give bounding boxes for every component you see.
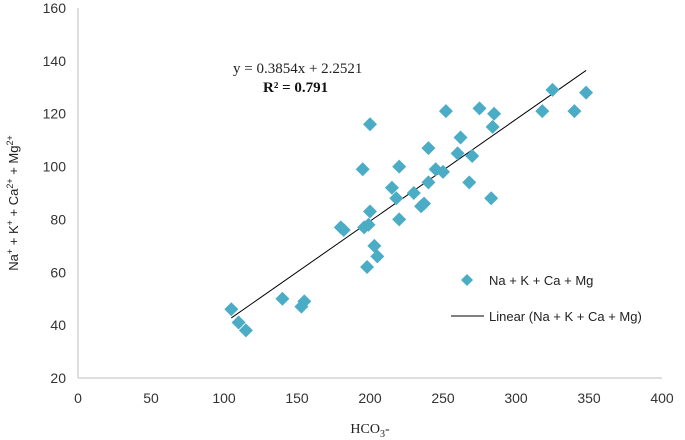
- data-point: [367, 238, 382, 253]
- x-axis-title: HCO3-: [350, 422, 390, 440]
- data-point: [484, 191, 499, 206]
- axes: [77, 8, 662, 379]
- data-point: [567, 104, 582, 119]
- x-tick-labels: 0 50 100 150 200 250 300 350 400: [74, 390, 674, 406]
- y-tick-labels: 20 40 60 80 100 120 140 160: [43, 0, 67, 386]
- data-point: [361, 217, 376, 232]
- x-tick-label: 0: [74, 390, 82, 406]
- data-point: [392, 212, 407, 227]
- x-tick-label: 150: [285, 390, 309, 406]
- y-tick-label: 60: [50, 264, 66, 280]
- data-point: [438, 104, 453, 119]
- data-point: [238, 323, 253, 338]
- data-point: [535, 104, 550, 119]
- data-point: [579, 85, 594, 100]
- data-point: [485, 119, 500, 134]
- x-tick-label: 250: [431, 390, 455, 406]
- y-axis-title: Na+ + K+ + Ca2+ + Mg2+: [5, 135, 21, 271]
- data-point: [487, 106, 502, 121]
- y-tick-label: 20: [50, 370, 66, 386]
- data-point: [297, 294, 312, 309]
- data-point: [453, 130, 468, 145]
- data-point: [406, 186, 421, 200]
- x-tick-label: 300: [504, 390, 528, 406]
- legend-label-series: Na + K + Ca + Mg: [489, 273, 593, 288]
- data-point: [336, 223, 351, 237]
- x-tick-label: 200: [358, 390, 382, 406]
- data-point: [360, 260, 375, 274]
- x-tick-label: 50: [143, 390, 159, 406]
- data-point: [472, 101, 487, 116]
- data-point: [231, 315, 246, 330]
- data-point: [363, 117, 377, 132]
- data-point: [224, 302, 239, 317]
- legend-label-trendline: Linear (Na + K + Ca + Mg): [489, 309, 642, 324]
- legend: Na + K + Ca + Mg Linear (Na + K + Ca + M…: [451, 273, 642, 324]
- y-tick-label: 160: [43, 0, 67, 16]
- data-point: [545, 82, 560, 97]
- data-point: [462, 175, 477, 190]
- y-tick-label: 80: [50, 211, 66, 227]
- data-point: [392, 159, 407, 174]
- y-tick-label: 120: [43, 106, 67, 122]
- x-tick-label: 400: [650, 390, 674, 406]
- data-point: [389, 191, 404, 206]
- x-tick-label: 100: [212, 390, 236, 406]
- y-tick-label: 40: [50, 317, 66, 333]
- data-points: [224, 82, 594, 338]
- data-point: [421, 175, 436, 190]
- data-point: [355, 162, 370, 177]
- trendline-equation: y = 0.3854x + 2.2521: [233, 61, 362, 77]
- legend-diamond-marker: [461, 274, 473, 286]
- data-point: [465, 149, 480, 163]
- y-tick-label: 140: [43, 53, 67, 69]
- data-point: [421, 141, 436, 156]
- data-point: [363, 204, 377, 219]
- data-point: [450, 146, 465, 161]
- data-point: [436, 164, 450, 179]
- data-point: [370, 249, 385, 264]
- y-tick-label: 100: [43, 159, 67, 175]
- r-squared-label: R² = 0.791: [263, 80, 328, 96]
- data-point: [275, 291, 290, 306]
- data-point: [384, 180, 399, 195]
- x-tick-label: 350: [577, 390, 601, 406]
- data-point: [417, 196, 432, 211]
